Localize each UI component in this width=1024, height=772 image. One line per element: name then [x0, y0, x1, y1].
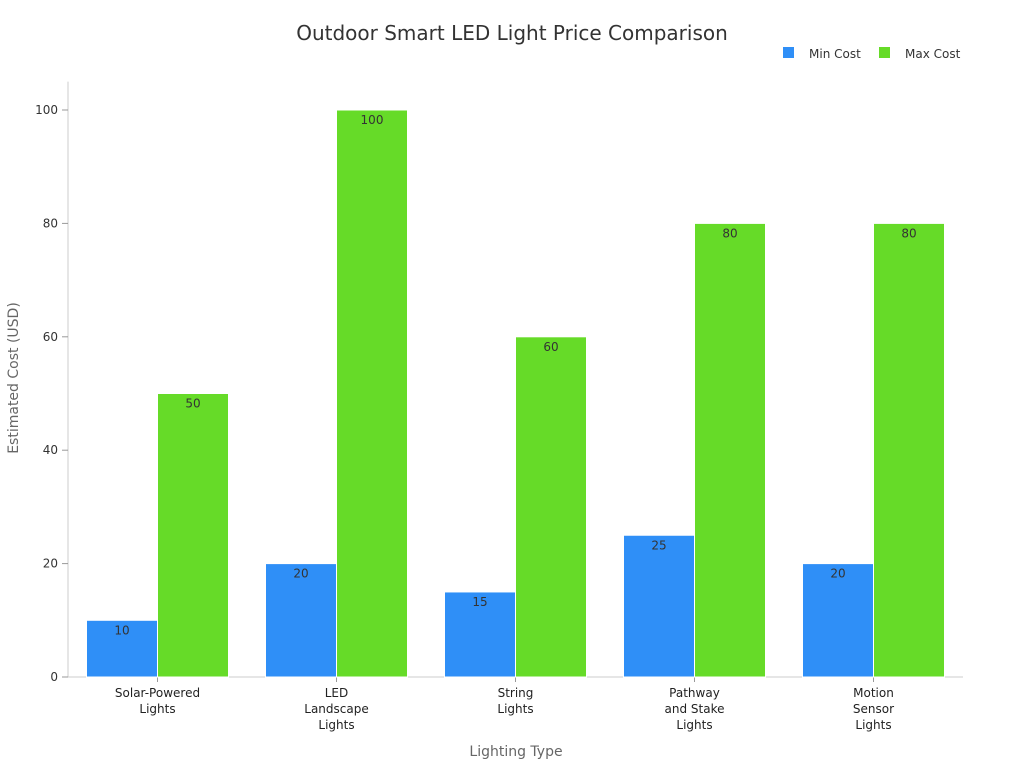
data-label: 80 [722, 226, 737, 240]
data-label: 15 [472, 595, 487, 609]
x-tick-label: Pathway and Stake Lights [665, 686, 725, 732]
bar-max-cost [694, 222, 766, 678]
y-tick-label: 80 [43, 216, 58, 230]
y-tick-label: 100 [35, 103, 58, 117]
bar-max-cost [873, 222, 945, 678]
data-label: 20 [293, 567, 308, 581]
x-tick-label: String Lights [497, 686, 533, 716]
bar-max-cost [336, 109, 408, 678]
bar-max-cost [157, 393, 229, 678]
data-label: 50 [185, 397, 200, 411]
data-label: 100 [361, 113, 384, 127]
legend-swatch [783, 47, 794, 58]
axes: 0 20 40 60 80 100 Solar-Powered Lights LED Landsc… [35, 81, 963, 732]
data-label: 20 [830, 567, 845, 581]
x-tick-label: Motion Sensor Lights [853, 686, 894, 732]
x-axis-label: Lighting Type [469, 744, 562, 760]
chart-title: Outdoor Smart LED Light Price Comparison [296, 21, 728, 45]
legend: Min Cost Max Cost [783, 47, 961, 61]
x-tick-label: LED Landscape Lights [304, 686, 368, 732]
bar-min-cost [444, 591, 516, 678]
bar-min-cost [623, 534, 695, 678]
y-tick-label: 40 [43, 443, 58, 457]
x-tick-label: Solar-Powered Lights [115, 686, 200, 716]
data-label: 25 [651, 538, 666, 552]
data-label: 10 [114, 623, 129, 637]
y-tick-label: 60 [43, 330, 58, 344]
bar-min-cost [265, 563, 337, 678]
y-tick-label: 0 [50, 670, 58, 684]
bar-max-cost [515, 336, 587, 678]
data-label: 60 [543, 340, 558, 354]
bars: 10 50 20 100 15 60 25 80 20 80 [86, 109, 945, 678]
y-axis-label: Estimated Cost (USD) [6, 302, 22, 454]
legend-label: Max Cost [905, 47, 961, 61]
legend-label: Min Cost [809, 47, 861, 61]
data-label: 80 [901, 226, 916, 240]
bar-min-cost [802, 563, 874, 678]
legend-swatch [879, 47, 890, 58]
y-tick-label: 20 [43, 557, 58, 571]
